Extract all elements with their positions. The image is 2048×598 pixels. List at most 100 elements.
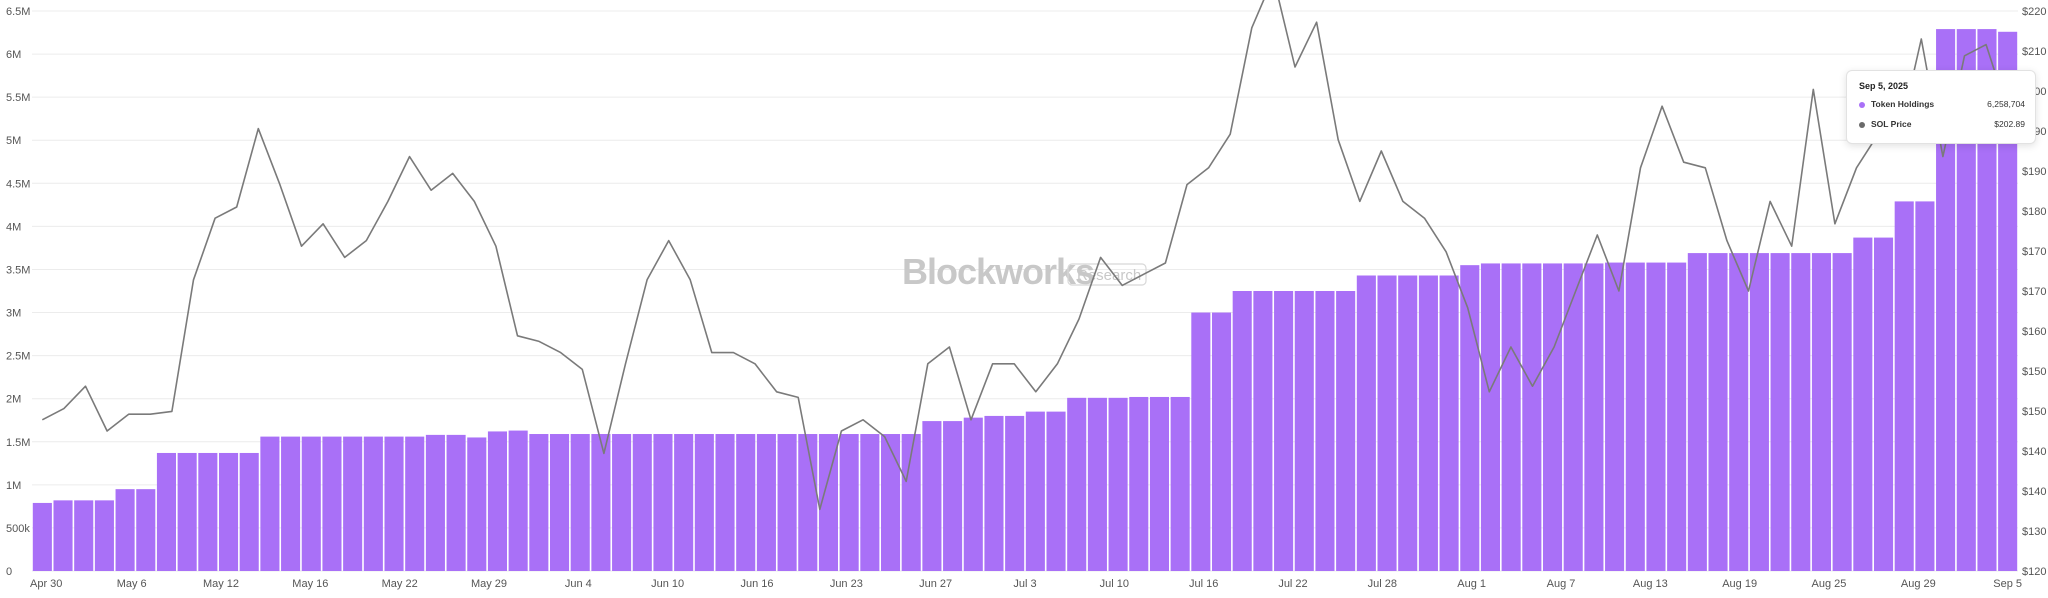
y-right-tick-label: $140 [2022, 486, 2046, 498]
tooltip-row-token-holdings: Token Holdings 6,258,704 [1859, 99, 2025, 111]
y-right-tick-label: $190 [2022, 166, 2046, 178]
bar [880, 434, 901, 571]
bar [1108, 397, 1128, 571]
y-left-tick-label: 1M [6, 480, 21, 492]
x-tick-label: Jun 23 [830, 578, 863, 590]
sol-price-line [41, 0, 2009, 511]
bar [1853, 237, 1873, 572]
x-tick-label: May 12 [203, 578, 239, 590]
bar [1667, 262, 1687, 571]
bar [715, 434, 735, 571]
bar [612, 434, 632, 571]
bar [1025, 411, 1045, 571]
bar [1873, 237, 1894, 572]
x-tick-label: Jun 10 [651, 578, 684, 590]
bar [322, 436, 342, 571]
bar [177, 452, 197, 571]
bar [1232, 291, 1252, 571]
x-tick-label: Jul 22 [1278, 578, 1307, 590]
bar [922, 421, 942, 571]
bar [281, 436, 301, 571]
bar [198, 452, 218, 571]
y-right-tick-label: $220 [2022, 6, 2046, 18]
bar [1046, 411, 1066, 571]
bar [1770, 253, 1790, 572]
bar [74, 500, 94, 571]
y-left-tick-label: 500k [6, 523, 30, 535]
tooltip-row-sol-price: SOL Price $202.89 [1859, 119, 2025, 131]
bar [425, 434, 445, 571]
tooltip-series-value: $202.89 [1994, 119, 2025, 129]
x-tick-label: Jul 28 [1368, 578, 1397, 590]
bar [1398, 275, 1418, 571]
bar [260, 436, 280, 571]
y-left-tick-label: 1.5M [6, 437, 30, 449]
bar [1067, 397, 1087, 571]
x-tick-label: Jun 4 [565, 578, 592, 590]
tooltip-series-name: SOL Price [1871, 119, 1912, 129]
x-tick-label: Jun 16 [740, 578, 773, 590]
x-tick-label: Aug 1 [1457, 578, 1486, 590]
bar [1708, 253, 1728, 572]
x-tick-label: Aug 13 [1633, 578, 1668, 590]
bar [53, 500, 73, 571]
x-tick-label: Jul 16 [1189, 578, 1218, 590]
tooltip-date: Sep 5, 2025 [1859, 81, 1909, 91]
bar [1501, 263, 1521, 571]
bar [1563, 263, 1583, 571]
y-left-tick-label: 3.5M [6, 264, 30, 276]
x-tick-label: May 16 [292, 578, 328, 590]
y-left-tick-label: 3M [6, 308, 21, 320]
gridlines [32, 10, 2018, 572]
bar [487, 431, 508, 571]
y-right-tick-label: $180 [2022, 206, 2046, 218]
bar [653, 434, 673, 571]
bar [1253, 291, 1273, 571]
x-tick-label: May 29 [471, 578, 507, 590]
bar [777, 434, 797, 571]
bar [632, 434, 652, 571]
bar [1936, 29, 1956, 572]
blockworks-watermark: Blockworks Research [902, 251, 1147, 292]
price-line [41, 0, 2009, 511]
y-left-tick-label: 4.5M [6, 178, 30, 190]
x-tick-label: May 6 [117, 578, 147, 590]
y-right-tick-label: $150 [2022, 406, 2046, 418]
y-left-tick-label: 6.5M [6, 6, 30, 18]
bar [239, 452, 259, 571]
y-left-tick-label: 2.5M [6, 351, 30, 363]
axes: 0 500k 1M 1.5M 2M 2.5M 3M 3.5M 4M 4.5M 5M 5.5M 6M 6.5… [6, 6, 2046, 590]
x-tick-label: Jul 10 [1100, 578, 1129, 590]
bar [1584, 263, 1604, 571]
bar [1191, 312, 1211, 571]
x-tick-label: Aug 29 [1901, 578, 1936, 590]
bar [798, 434, 818, 571]
y-right-tick-label: $130 [2022, 526, 2046, 538]
y-right-tick-label: $210 [2022, 46, 2046, 58]
x-tick-label: Jul 3 [1013, 578, 1036, 590]
bar [1439, 275, 1459, 571]
bar [32, 502, 52, 571]
y-left-tick-label: 5M [6, 135, 21, 147]
x-tick-label: Apr 30 [30, 578, 62, 590]
x-tick-label: Aug 25 [1812, 578, 1847, 590]
watermark-brand: Blockworks [902, 251, 1094, 292]
bar [467, 437, 487, 571]
bar [115, 489, 135, 571]
bar [1377, 275, 1397, 571]
bar [901, 434, 921, 571]
bar [1522, 263, 1542, 571]
bar [1956, 29, 1976, 572]
bar [1356, 275, 1376, 571]
bar [1129, 396, 1149, 571]
y-right-tick-label: $170 [2022, 246, 2046, 258]
sol-price-dot [1859, 122, 1865, 128]
y-right-tick-label: $160 [2022, 326, 2046, 338]
bar [1480, 263, 1501, 571]
y-left-tick-label: 4M [6, 221, 21, 233]
bar [839, 434, 859, 571]
bar [1460, 265, 1480, 571]
bar [943, 421, 963, 571]
bar [591, 434, 611, 571]
token-holdings-dot [1859, 102, 1865, 108]
